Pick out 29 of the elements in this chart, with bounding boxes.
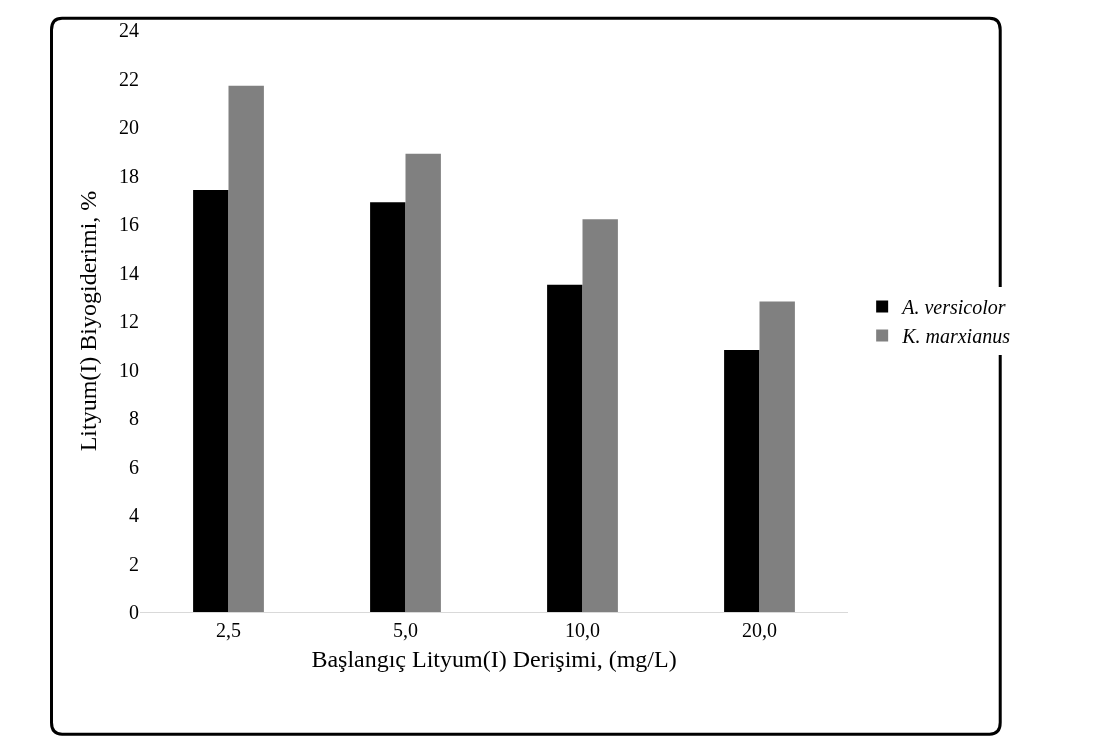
bar [759, 301, 795, 612]
x-axis-title: Başlangıç Lityum(I) Derişimi, (mg/L) [311, 646, 677, 673]
y-tick-label: 18 [119, 164, 139, 187]
y-tick-label: 0 [129, 601, 139, 623]
y-tick-label: 2 [129, 552, 139, 575]
y-tick-label: 16 [119, 213, 139, 235]
x-tick-label: 10,0 [565, 619, 600, 641]
x-tick-label: 2,5 [216, 619, 241, 641]
bar [370, 202, 406, 612]
y-tick-label: 24 [119, 19, 139, 41]
x-tick-label: 5,0 [393, 619, 418, 641]
legend-label: K. marxianus [901, 325, 1011, 348]
y-tick-label: 22 [119, 67, 139, 90]
y-tick-label: 8 [129, 407, 139, 429]
y-tick-label: 14 [119, 261, 139, 284]
bar [724, 350, 760, 612]
y-tick-label: 10 [119, 358, 139, 381]
bar [193, 190, 229, 612]
bar [405, 153, 441, 612]
y-tick-label: 12 [119, 310, 139, 332]
x-tick-label: 20,0 [742, 619, 777, 641]
bar [547, 284, 583, 612]
bar [228, 85, 264, 612]
y-tick-label: 20 [119, 116, 139, 138]
y-tick-label: 4 [129, 504, 139, 526]
y-tick-label: 6 [129, 455, 139, 478]
y-axis-title: Lityum(I) Biyogiderimi, % [75, 190, 102, 452]
legend-label: A. versicolor [900, 296, 1006, 319]
bar [582, 219, 618, 612]
